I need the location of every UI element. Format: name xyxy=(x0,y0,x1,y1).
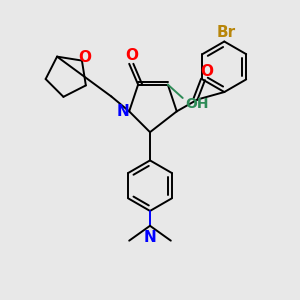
Text: OH: OH xyxy=(186,97,209,111)
Text: O: O xyxy=(200,64,213,79)
Text: O: O xyxy=(125,48,138,63)
Text: N: N xyxy=(144,230,156,245)
Text: N: N xyxy=(116,104,129,119)
Text: O: O xyxy=(78,50,92,65)
Text: Br: Br xyxy=(216,25,236,40)
